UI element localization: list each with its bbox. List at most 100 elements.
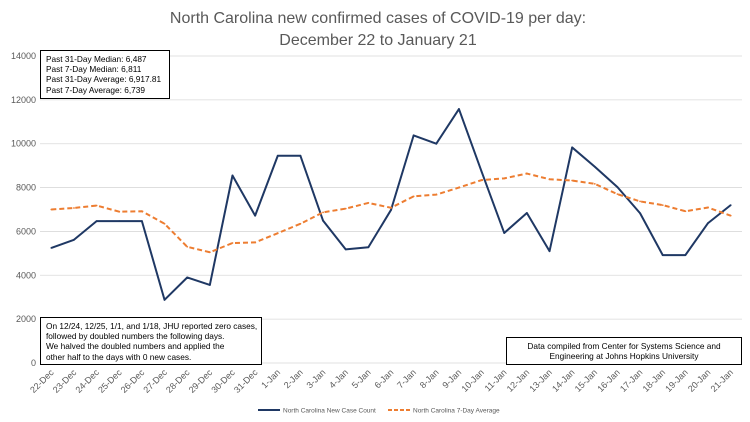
- x-tick-label: 11-Jan: [483, 367, 509, 393]
- series-line-0: [50, 108, 732, 301]
- series-lines: [50, 108, 732, 301]
- y-tick-label: 2000: [16, 314, 36, 324]
- series-1-point: [163, 222, 166, 225]
- series-1-point: [571, 179, 574, 182]
- legend: North Carolina New Case Count North Carol…: [258, 408, 500, 415]
- series-1-point: [276, 232, 279, 235]
- series-0-point: [707, 222, 709, 224]
- note-line-1: On 12/24, 12/25, 1/1, and 1/18, JHU repo…: [46, 321, 258, 331]
- series-0-point: [118, 220, 121, 223]
- x-tick-label: 13-Jan: [527, 367, 554, 394]
- x-tick-label: 16-Jan: [595, 367, 622, 394]
- series-0-point: [661, 254, 664, 257]
- y-tick-label: 12000: [11, 95, 36, 105]
- y-tick-label: 14000: [11, 51, 36, 61]
- legend-label-1: North Carolina 7-Day Average: [413, 408, 500, 415]
- series-0-point: [276, 154, 279, 157]
- x-tick-label: 12-Jan: [505, 367, 532, 394]
- series-0-point: [322, 219, 324, 222]
- stat-7-day-average: Past 7-Day Average: 6,739: [46, 84, 146, 95]
- note-line-3: We halved the doubled numbers and applie…: [46, 341, 225, 352]
- x-tick-label: 31-Dec: [232, 367, 260, 395]
- x-tick-label: 5-Jan: [350, 367, 373, 390]
- x-tick-label: 15-Jan: [573, 367, 600, 394]
- x-tick-label: 27-Dec: [141, 367, 169, 395]
- x-tick-label: 3-Jan: [304, 367, 327, 390]
- chart-title: North Carolina new confirmed cases of CO…: [170, 10, 586, 49]
- series-1-point: [95, 204, 98, 207]
- series-1-point: [231, 242, 234, 244]
- series-1-point: [254, 241, 257, 244]
- note-line-2: followed by doubled numbers the followin…: [46, 331, 225, 342]
- series-0-point: [639, 212, 641, 215]
- series-0-point: [73, 238, 75, 241]
- series-1-point: [480, 179, 483, 182]
- source-line-1: Data compiled from Center for Systems Sc…: [527, 341, 721, 351]
- chart-title-line-2: December 22 to January 21: [279, 32, 477, 49]
- y-tick-label: 8000: [16, 183, 36, 193]
- series-1-point: [435, 193, 438, 196]
- series-0-point: [503, 232, 506, 234]
- source-line-2: Engineering at Johns Hopkins University: [549, 351, 699, 362]
- series-1-point: [593, 182, 596, 185]
- x-tick-label: 30-Dec: [209, 367, 237, 395]
- x-tick-label: 26-Dec: [119, 367, 147, 395]
- chart-title-line-1: North Carolina new confirmed cases of CO…: [170, 10, 586, 27]
- series-1-point: [729, 214, 732, 217]
- y-tick-label: 10000: [11, 139, 36, 149]
- series-0-point: [344, 248, 347, 251]
- x-axis-ticks: 22-Dec23-Dec24-Dec25-Dec26-Dec27-Dec28-D…: [28, 367, 735, 395]
- series-0-point: [548, 250, 551, 253]
- series-0-point: [95, 220, 98, 223]
- series-1-point: [458, 186, 460, 189]
- series-1-point: [186, 245, 189, 248]
- series-1-point: [503, 177, 506, 180]
- series-1-point: [367, 202, 370, 204]
- series-0-point: [435, 142, 438, 145]
- series-1-point: [118, 210, 121, 213]
- series-0-point: [163, 298, 166, 301]
- series-0-point: [367, 246, 370, 249]
- series-0-point: [50, 246, 53, 249]
- x-tick-label: 17-Jan: [618, 367, 645, 394]
- series-1-point: [390, 206, 392, 209]
- series-1-point: [661, 204, 664, 207]
- series-1-point: [208, 251, 211, 254]
- stat-7-day-median: Past 7-Day Median: 6,811: [46, 64, 142, 75]
- series-0-point: [593, 165, 596, 168]
- series-1-point: [639, 200, 641, 203]
- series-0-point: [616, 186, 619, 189]
- series-1-point: [141, 210, 143, 213]
- x-tick-label: 6-Jan: [372, 367, 395, 390]
- series-line-1: [51, 172, 732, 254]
- x-tick-label: 23-Dec: [51, 367, 79, 395]
- y-axis-ticks: 0 2000 4000 6000 8000 10000 12000 14000: [11, 51, 36, 368]
- series-0-point: [480, 170, 483, 173]
- series-1-point: [525, 172, 528, 175]
- series-0-point: [684, 254, 687, 257]
- x-tick-label: 8-Jan: [418, 367, 441, 390]
- series-0-point: [390, 209, 392, 211]
- x-tick-label: 18-Jan: [641, 367, 668, 394]
- note-box: On 12/24, 12/25, 1/1, and 1/18, JHU repo…: [40, 317, 262, 365]
- series-1-point: [344, 207, 347, 210]
- series-1-point: [684, 210, 687, 213]
- source-box: Data compiled from Center for Systems Sc…: [506, 337, 742, 365]
- series-1-point: [707, 206, 709, 209]
- legend-label-0: North Carolina New Case Count: [283, 408, 376, 415]
- stats-box: Past 31-Day Median: 6,487 Past 7-Day Med…: [40, 50, 170, 99]
- x-tick-label: 21-Jan: [709, 367, 736, 394]
- series-1-point: [322, 211, 324, 214]
- series-1-point: [412, 195, 415, 198]
- note-line-4: other half to the days with 0 new cases.: [46, 351, 192, 362]
- y-tick-label: 0: [31, 358, 36, 368]
- series-0-point: [299, 154, 302, 157]
- series-1-point: [299, 222, 302, 225]
- series-0-point: [458, 108, 460, 110]
- series-0-point: [254, 214, 257, 217]
- x-tick-label: 2-Jan: [282, 367, 305, 390]
- series-0-point: [141, 220, 143, 223]
- series-1-point: [50, 208, 53, 211]
- series-1-point: [73, 207, 75, 209]
